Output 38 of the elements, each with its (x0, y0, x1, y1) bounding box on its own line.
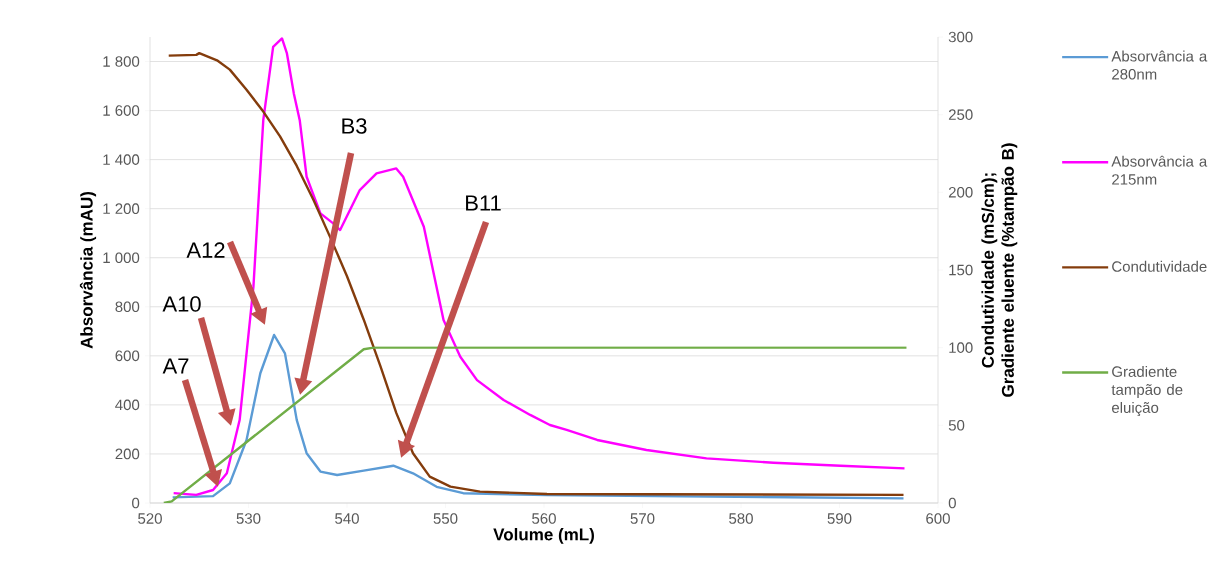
y-tick-label: 1 200 (103, 203, 140, 214)
x-tick-label: 570 (630, 513, 655, 524)
y-tick-label: 1 400 (103, 154, 140, 165)
x-tick-label: 600 (926, 513, 950, 524)
x-tick-label: 550 (433, 513, 458, 524)
legend-label: Gradiente tampão de eluição (1111, 365, 1183, 417)
legend-label: Absorvância a 280nm (1111, 50, 1208, 80)
y2-tick-label: 100 (949, 342, 973, 353)
annotation: A10 (162, 296, 201, 312)
y-tick-label: 0 (132, 497, 140, 509)
annotation: B11 (466, 195, 501, 211)
y-tick-label: 800 (115, 301, 140, 313)
x-tick-label: 580 (729, 513, 753, 524)
annotation: A12 (186, 242, 225, 258)
y2-axis-title: Condutividade (mS/cm); Gradiente eluente (%tampão B) (981, 143, 1018, 397)
y-tick-label: 400 (115, 399, 140, 411)
y-axis-title: Absorvância (mAU) (79, 191, 97, 349)
legend-label: Condutividade (1112, 260, 1207, 272)
y-tick-label: 1 000 (103, 252, 140, 264)
x-tick-label: 520 (138, 513, 162, 524)
x-tick-label: 590 (827, 513, 852, 524)
annotation: B3 (342, 118, 367, 134)
x-tick-label: 530 (236, 513, 261, 524)
y2-tick-label: 200 (948, 187, 973, 198)
legend-label: Absorvância a 215nm (1111, 155, 1208, 185)
annotation: A7 (162, 358, 189, 374)
y-tick-label: 200 (115, 448, 140, 460)
y2-tick-label: 50 (948, 420, 965, 431)
y-tick-label: 1 800 (103, 56, 140, 67)
y-tick-label: 600 (115, 350, 140, 362)
y2-tick-label: 150 (949, 264, 973, 276)
y2-tick-label: 0 (948, 497, 956, 509)
x-axis-title: Volume (mL) (493, 528, 594, 544)
x-tick-label: 560 (532, 513, 556, 524)
y2-tick-label: 300 (948, 31, 973, 43)
y-tick-label: 1 600 (103, 105, 140, 116)
x-tick-label: 540 (335, 513, 359, 524)
y2-tick-label: 250 (948, 109, 973, 120)
